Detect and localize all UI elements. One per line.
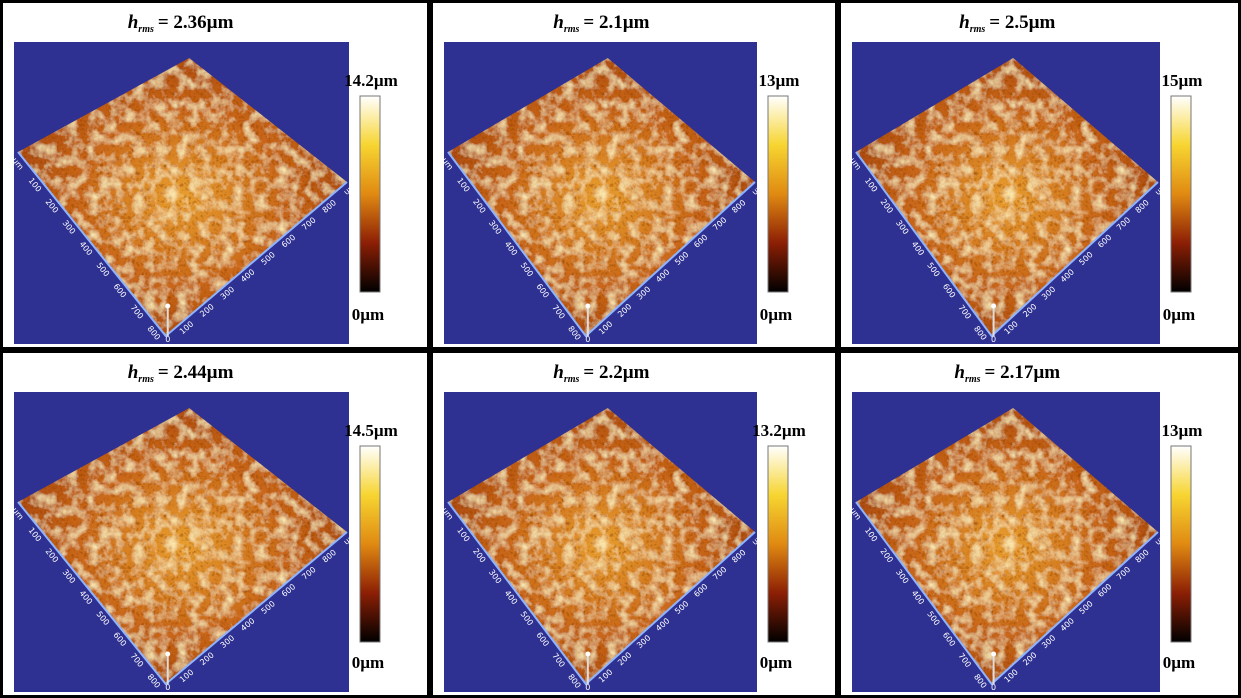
title-subscript: rms bbox=[138, 24, 154, 35]
colorbar-min: 0µm bbox=[760, 653, 792, 672]
corner-label: 0 bbox=[991, 335, 996, 344]
title-subscript: rms bbox=[965, 374, 981, 385]
colorbar bbox=[768, 96, 788, 292]
colorbar bbox=[1171, 96, 1191, 292]
probe-tip bbox=[585, 652, 590, 657]
title-symbol: h bbox=[553, 12, 564, 33]
colorbar-max: 13µm bbox=[759, 71, 800, 90]
colorbar bbox=[360, 446, 380, 642]
colorbar-max: 13.2µm bbox=[752, 421, 806, 440]
probe-tip bbox=[585, 304, 590, 309]
colorbar-max: 15µm bbox=[1162, 71, 1203, 90]
corner-label: 0 bbox=[991, 683, 996, 692]
colorbar bbox=[1171, 446, 1191, 642]
title-value: = 2.36µm bbox=[158, 12, 234, 33]
probe-tip bbox=[165, 304, 170, 309]
corner-label: 0 bbox=[165, 335, 170, 344]
corner-label: 0 bbox=[585, 683, 590, 692]
title-symbol: h bbox=[128, 12, 139, 33]
title-symbol: h bbox=[553, 362, 564, 383]
corner-label: 0 bbox=[165, 683, 170, 692]
colorbar-min: 0µm bbox=[352, 305, 384, 324]
title-value: = 2.5µm bbox=[989, 12, 1055, 33]
colorbar-min: 0µm bbox=[1163, 653, 1195, 672]
probe-tip bbox=[165, 652, 170, 657]
title-subscript: rms bbox=[564, 24, 580, 35]
title-value: = 2.17µm bbox=[985, 362, 1061, 383]
title-symbol: h bbox=[959, 12, 970, 33]
corner-label: 0 bbox=[585, 335, 590, 344]
title-subscript: rms bbox=[138, 374, 154, 385]
colorbar-min: 0µm bbox=[352, 653, 384, 672]
colorbar-max: 14.5µm bbox=[344, 421, 398, 440]
colorbar-max: 14.2µm bbox=[344, 71, 398, 90]
figure: um10020030040050060070080010020030040050… bbox=[0, 0, 1241, 698]
probe-tip bbox=[991, 652, 996, 657]
title-subscript: rms bbox=[564, 374, 580, 385]
title-symbol: h bbox=[954, 362, 965, 383]
probe-tip bbox=[991, 304, 996, 309]
colorbar-min: 0µm bbox=[760, 305, 792, 324]
colorbar bbox=[360, 96, 380, 292]
colorbar-min: 0µm bbox=[1163, 305, 1195, 324]
title-value: = 2.44µm bbox=[158, 362, 234, 383]
title-value: = 2.1µm bbox=[583, 12, 649, 33]
colorbar-max: 13µm bbox=[1162, 421, 1203, 440]
colorbar bbox=[768, 446, 788, 642]
title-symbol: h bbox=[128, 362, 139, 383]
title-subscript: rms bbox=[970, 24, 986, 35]
title-value: = 2.2µm bbox=[583, 362, 649, 383]
